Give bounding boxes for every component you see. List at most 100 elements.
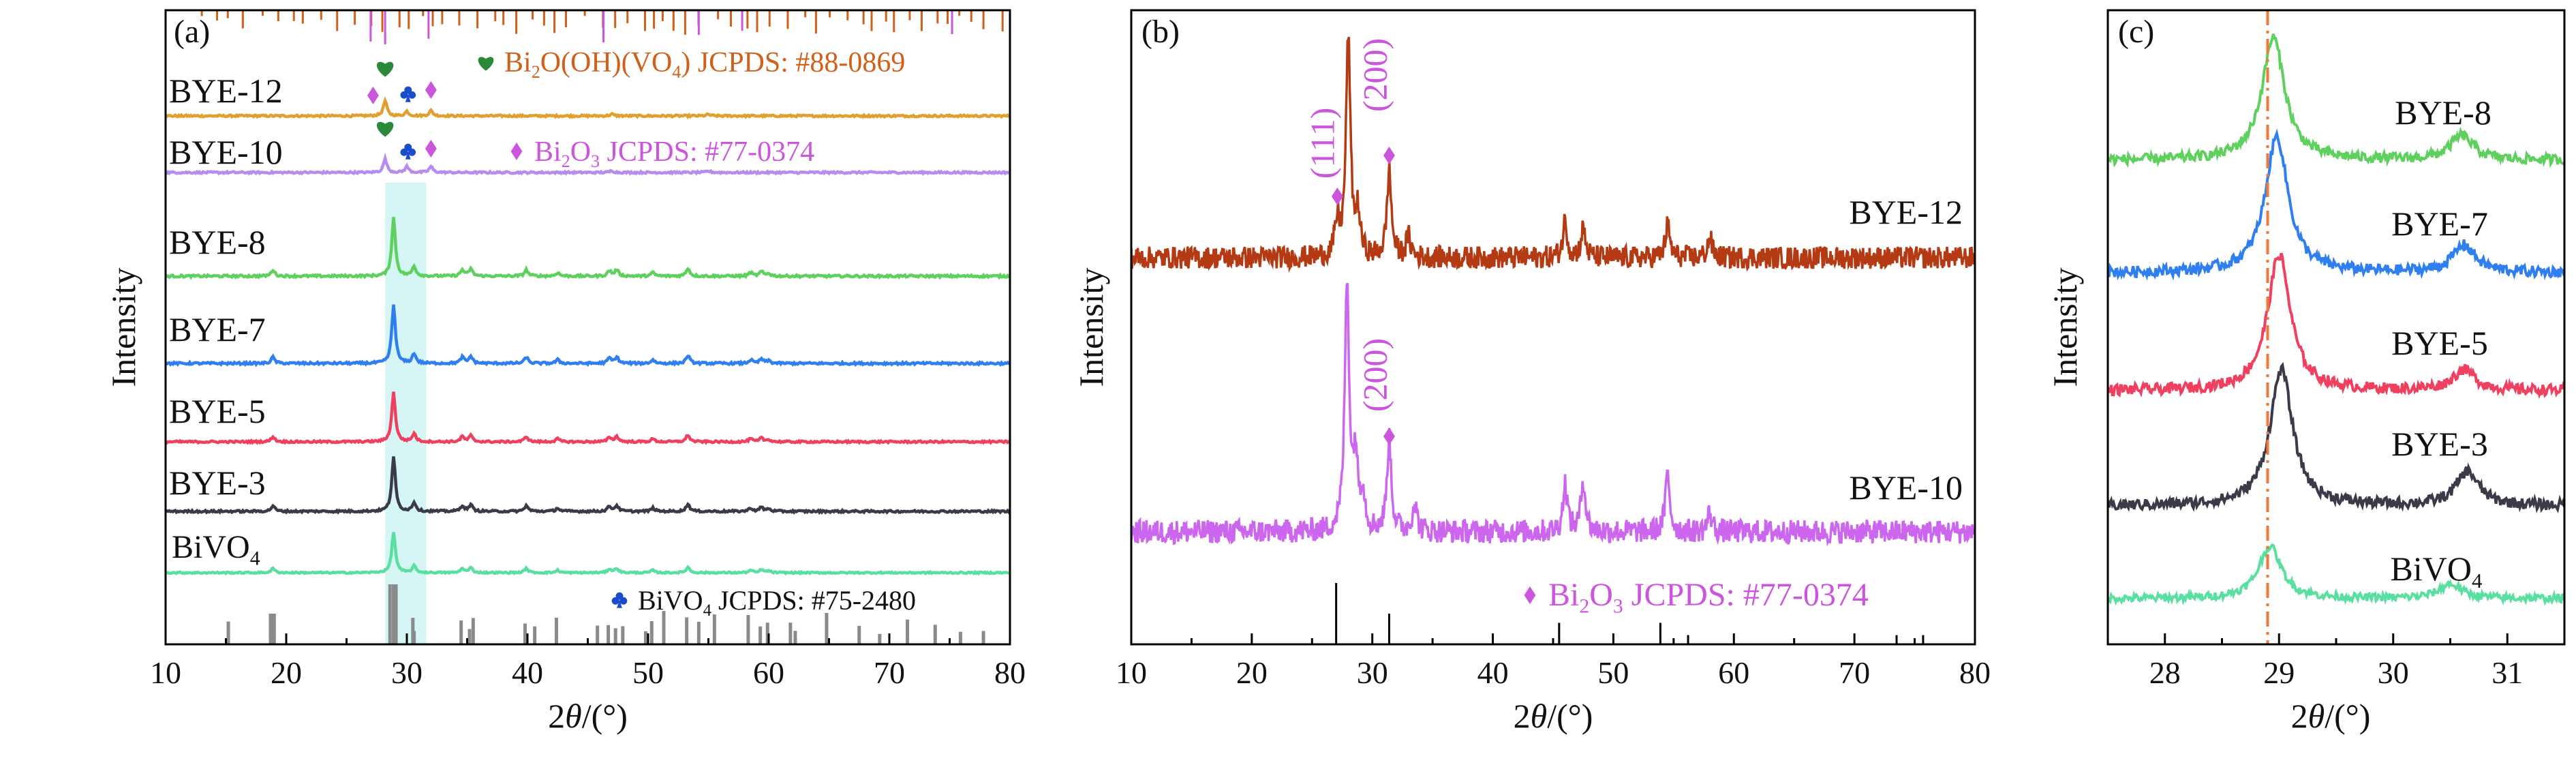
panel-label: (a)	[174, 14, 210, 50]
subscript: 4	[703, 601, 712, 620]
panel-a: BYE-12BYE-10BYE-8BYE-7BYE-5BYE-3BiVO4Bi2…	[104, 9, 1026, 735]
club-lobe	[611, 597, 619, 605]
club-lobe	[619, 597, 628, 605]
subscript: 3	[591, 151, 600, 171]
panel-label: (c)	[2118, 14, 2154, 50]
series-label-bye10: BYE-10	[1849, 468, 1963, 507]
series-label-bye5: BYE-5	[169, 392, 266, 430]
club-stem	[405, 94, 411, 102]
x-tick-label: 20	[1236, 655, 1268, 690]
x-tick-label: 50	[1597, 655, 1629, 690]
text-part: Bi	[504, 47, 532, 78]
text-part: JCPDS: #77-0374	[1623, 577, 1869, 613]
text-part: BiVO	[638, 585, 703, 616]
club-lobe	[408, 148, 416, 156]
subscript: 4	[250, 548, 260, 570]
x-tick-label: 10	[150, 655, 181, 690]
club-stem	[405, 151, 411, 160]
plot-area	[1131, 36, 1975, 644]
series-line-bye8	[2108, 33, 2564, 168]
text-part: BiVO	[172, 529, 250, 565]
xlabel-theta: θ	[565, 697, 582, 735]
series-line-bye10	[166, 152, 1010, 176]
x-tick-label: 70	[874, 655, 905, 690]
diamond-icon	[367, 87, 379, 104]
peak-label-200: (200)	[1355, 38, 1394, 112]
series-label-bye10: BYE-10	[169, 133, 283, 171]
x-tick-label: 70	[1839, 655, 1870, 690]
text-part: BiVO	[2391, 550, 2472, 588]
subscript: 4	[2472, 569, 2483, 592]
x-tick-label: 30	[391, 655, 423, 690]
diamond-icon	[425, 140, 437, 158]
series-label-bye7: BYE-7	[169, 310, 266, 348]
xlabel-part: 2	[548, 697, 565, 735]
xlabel-theta: θ	[2308, 697, 2325, 735]
club-icon	[611, 592, 628, 608]
subscript: 3	[1613, 595, 1623, 618]
y-axis-label: Intensity	[2046, 268, 2084, 387]
panel-label: (b)	[1141, 14, 1180, 50]
series-label-bye12: BYE-12	[169, 72, 283, 110]
subscript: 2	[562, 151, 570, 171]
series-line-bivo4	[166, 532, 1010, 576]
xlabel-part: /(°)	[1547, 697, 1593, 735]
text-part: JCPDS: #77-0374	[600, 136, 814, 168]
club-lobe	[400, 148, 408, 156]
series-line-bye12	[1131, 36, 1975, 273]
panel-c: BYE-8 BYE-7 BYE-5 BYE-3 BiVO4 (c) 28 29 30 31 2θ/(…	[2046, 9, 2566, 735]
x-tick-label: 80	[994, 655, 1026, 690]
x-tick-label: 31	[2491, 655, 2523, 690]
club-icon	[400, 143, 416, 160]
series-line-bye8	[166, 217, 1010, 280]
x-tick-label: 29	[2263, 655, 2295, 690]
series-line-bye5	[166, 391, 1010, 445]
diamond-icon	[1383, 427, 1395, 445]
club-stem	[617, 600, 622, 608]
xlabel-part: /(°)	[582, 697, 628, 735]
x-tick-label: 20	[271, 655, 302, 690]
series-line-bye7	[2108, 128, 2564, 281]
xlabel-part: /(°)	[2325, 697, 2370, 735]
text-part: O	[570, 136, 591, 168]
x-axis-label: 2θ/(°)	[548, 697, 628, 735]
diamond-icon	[425, 81, 437, 99]
series-line-bye3	[2108, 361, 2564, 513]
series-label-bye8: BYE-8	[2395, 93, 2491, 132]
x-tick-label: 30	[1357, 655, 1388, 690]
series-label-bye3: BYE-3	[169, 464, 266, 502]
heart-icon	[376, 61, 394, 77]
series-line-bye10	[1131, 282, 1975, 547]
series-label-bye8: BYE-8	[169, 223, 266, 261]
x-tick-label: 60	[1718, 655, 1749, 690]
heart-icon	[478, 57, 494, 71]
heart-icon	[376, 121, 394, 137]
series-line-bye12	[166, 96, 1010, 120]
series-label-bye5: BYE-5	[2391, 324, 2488, 362]
plot-frame	[164, 9, 1011, 646]
y-axis-label: Intensity	[1072, 268, 1110, 387]
text-part: JCPDS: #75-2480	[711, 585, 916, 616]
y-axis-label: Intensity	[104, 268, 142, 387]
peak-label-200: (200)	[1355, 338, 1394, 412]
subscript: 4	[672, 62, 681, 82]
xlabel-theta: θ	[1531, 697, 1548, 735]
xlabel-part: 2	[2291, 697, 2308, 735]
legend-bi2o-oh-vo4-text: Bi2O(OH)(VO4) JCPDS: #88-0869	[504, 47, 905, 82]
subscript: 2	[1579, 595, 1589, 618]
plot-frame	[1130, 9, 1976, 646]
series-line-bye5	[2108, 252, 2564, 400]
x-tick-label: 28	[2149, 655, 2181, 690]
text-part: ) JCPDS: #88-0869	[681, 47, 905, 78]
diamond-icon	[1383, 147, 1395, 164]
xlabel-part: 2	[1514, 697, 1531, 735]
legend-bi2o3-text: Bi2O3 JCPDS: #77-0374	[1548, 577, 1869, 618]
series-label-bivo4: BiVO4	[172, 529, 260, 570]
x-tick-label: 40	[1477, 655, 1509, 690]
x-tick-label: 10	[1116, 655, 1147, 690]
x-axis-label: 2θ/(°)	[1514, 697, 1593, 735]
subscript: 2	[532, 62, 540, 82]
text-part: Bi	[1548, 577, 1579, 613]
series-label-bivo4: BiVO4	[2391, 550, 2483, 592]
